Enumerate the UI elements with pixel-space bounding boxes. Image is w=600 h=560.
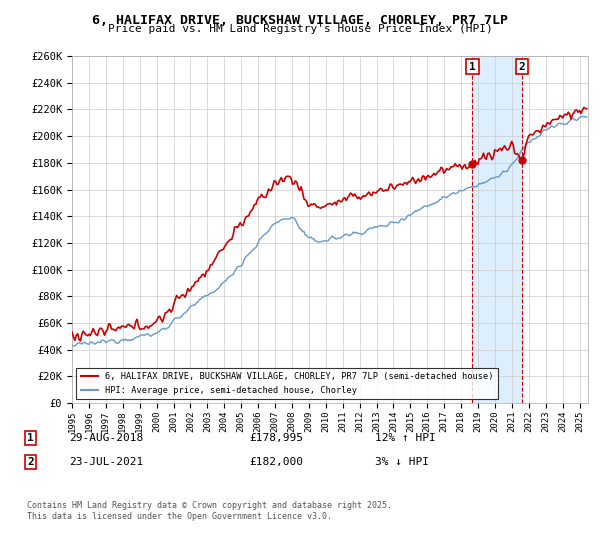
Text: 1: 1	[469, 62, 476, 72]
Text: 3% ↓ HPI: 3% ↓ HPI	[375, 457, 429, 467]
Text: £178,995: £178,995	[249, 433, 303, 443]
Text: 23-JUL-2021: 23-JUL-2021	[69, 457, 143, 467]
Legend: 6, HALIFAX DRIVE, BUCKSHAW VILLAGE, CHORLEY, PR7 7LP (semi-detached house), HPI:: 6, HALIFAX DRIVE, BUCKSHAW VILLAGE, CHOR…	[76, 368, 497, 399]
Text: £182,000: £182,000	[249, 457, 303, 467]
Bar	[472, 56, 522, 403]
Text: Price paid vs. HM Land Registry's House Price Index (HPI): Price paid vs. HM Land Registry's House …	[107, 24, 493, 34]
Text: Contains HM Land Registry data © Crown copyright and database right 2025.
This d: Contains HM Land Registry data © Crown c…	[27, 501, 392, 521]
Text: 12% ↑ HPI: 12% ↑ HPI	[375, 433, 436, 443]
Text: 1: 1	[27, 433, 34, 443]
Text: 2: 2	[518, 62, 525, 72]
Text: 2: 2	[27, 457, 34, 467]
Text: 6, HALIFAX DRIVE, BUCKSHAW VILLAGE, CHORLEY, PR7 7LP: 6, HALIFAX DRIVE, BUCKSHAW VILLAGE, CHOR…	[92, 14, 508, 27]
Text: 29-AUG-2018: 29-AUG-2018	[69, 433, 143, 443]
